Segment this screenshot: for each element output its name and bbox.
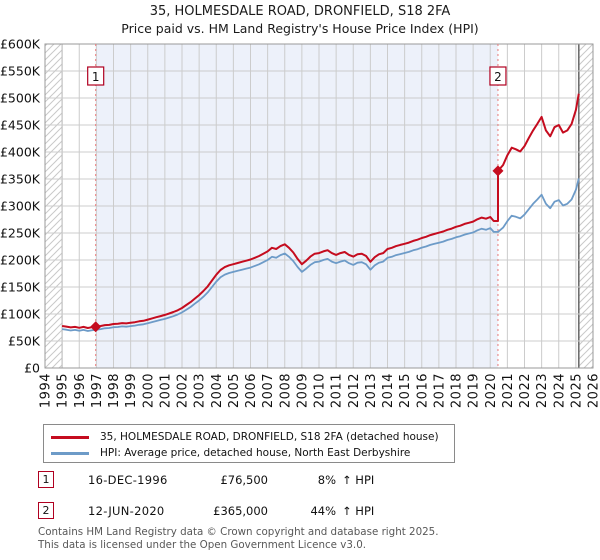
svg-text:2026: 2026 — [587, 373, 600, 408]
svg-text:1997: 1997 — [90, 373, 105, 408]
legend-item-hpi: HPI: Average price, detached house, Nort… — [51, 445, 454, 461]
sale-label-box-2 — [489, 66, 507, 86]
svg-text:1999: 1999 — [124, 373, 139, 408]
transaction-1-hpi-direction: ↑ HPI — [342, 472, 375, 487]
legend-label-property: 35, HOLMESDALE ROAD, DRONFIELD, S18 2FA … — [100, 431, 439, 443]
transaction-row: 2 12-JUN-2020 £365,000 44% ↑ HPI — [38, 502, 578, 519]
svg-text:2004: 2004 — [210, 373, 225, 408]
transaction-2-hpi-change: 44% — [310, 503, 336, 518]
svg-text:2005: 2005 — [227, 373, 242, 408]
transaction-1-badge: 1 — [38, 471, 54, 488]
svg-text:1994: 1994 — [39, 373, 54, 408]
svg-text:£100K: £100K — [0, 307, 41, 322]
svg-text:£400K: £400K — [0, 145, 41, 160]
svg-text:£550K: £550K — [0, 64, 41, 79]
svg-text:2002: 2002 — [176, 373, 191, 408]
footer-line-1: Contains HM Land Registry data © Crown c… — [38, 526, 439, 538]
svg-text:2025: 2025 — [569, 373, 584, 408]
sale-label-2: 2 — [494, 70, 502, 84]
svg-text:£250K: £250K — [0, 226, 41, 241]
svg-text:2011: 2011 — [330, 373, 345, 408]
sale-label-box-1 — [87, 66, 105, 86]
hpi-line-swatch-icon — [51, 451, 89, 455]
footer-line-2: This data is licensed under the Open Gov… — [38, 538, 367, 551]
svg-text:£50K: £50K — [8, 334, 41, 349]
sale-marker-2 — [492, 165, 504, 177]
chart-legend: 35, HOLMESDALE ROAD, DRONFIELD, S18 2FA … — [43, 424, 455, 463]
svg-text:2024: 2024 — [552, 373, 567, 408]
svg-text:2016: 2016 — [415, 373, 430, 408]
legend-label-hpi: HPI: Average price, detached house, Nort… — [100, 447, 411, 459]
transaction-2-price: £365,000 — [213, 503, 268, 518]
x-axis-labels: 1994 1995 1996 1997 1998 1999 2000 2001 2002 2003… — [39, 373, 600, 408]
svg-text:2018: 2018 — [450, 373, 465, 408]
svg-text:1995: 1995 — [56, 373, 71, 408]
svg-text:2014: 2014 — [381, 373, 396, 408]
hpi-line — [61, 178, 580, 332]
transaction-2-date: 12-JUN-2020 — [88, 503, 165, 518]
transaction-row: 1 16-DEC-1996 £76,500 8% ↑ HPI — [38, 471, 578, 488]
y-axis-labels: £0 £50K £100K £150K £200K £250K £300K £350K £400… — [0, 37, 41, 376]
svg-text:£450K: £450K — [0, 118, 41, 133]
svg-text:2007: 2007 — [261, 373, 276, 408]
svg-text:£0: £0 — [24, 361, 40, 376]
transaction-2-badge: 2 — [38, 502, 54, 519]
svg-text:2003: 2003 — [193, 373, 208, 408]
svg-text:2023: 2023 — [535, 373, 550, 408]
svg-text:2019: 2019 — [467, 373, 482, 408]
svg-text:£150K: £150K — [0, 280, 41, 295]
svg-text:2021: 2021 — [501, 373, 516, 408]
svg-text:1998: 1998 — [107, 373, 122, 408]
svg-text:2015: 2015 — [398, 373, 413, 408]
transaction-2-hpi-direction: ↑ HPI — [342, 503, 375, 518]
page-title: 35, HOLMESDALE ROAD, DRONFIELD, S18 2FA — [149, 4, 451, 19]
svg-text:£350K: £350K — [0, 172, 41, 187]
transaction-1-date: 16-DEC-1996 — [88, 472, 168, 487]
price-chart: 1 2 £0 £50K £100K £150K £200K £250K £300K £350K £4… — [0, 37, 600, 409]
svg-text:£300K: £300K — [0, 199, 41, 214]
svg-text:2022: 2022 — [518, 373, 533, 408]
svg-text:£200K: £200K — [0, 253, 41, 268]
transaction-1-price: £76,500 — [220, 472, 268, 487]
sale-label-1: 1 — [92, 70, 100, 84]
svg-text:2010: 2010 — [313, 373, 328, 408]
page-subtitle: Price paid vs. HM Land Registry's House … — [121, 21, 479, 36]
svg-text:£600K: £600K — [0, 37, 41, 52]
svg-text:2017: 2017 — [432, 373, 447, 408]
property-price-line — [61, 93, 580, 329]
svg-text:2012: 2012 — [347, 373, 362, 408]
svg-text:2001: 2001 — [158, 373, 173, 408]
property-line-swatch-icon — [51, 435, 89, 439]
svg-text:2008: 2008 — [278, 373, 293, 408]
svg-text:2009: 2009 — [295, 373, 310, 408]
svg-text:2000: 2000 — [141, 373, 156, 408]
legend-item-property: 35, HOLMESDALE ROAD, DRONFIELD, S18 2FA … — [51, 429, 454, 445]
license-footer: Contains HM Land Registry data © Crown c… — [38, 526, 439, 551]
svg-text:2006: 2006 — [244, 373, 259, 408]
sale-marker-1 — [90, 321, 102, 333]
svg-text:£500K: £500K — [0, 91, 41, 106]
svg-text:2020: 2020 — [484, 373, 499, 408]
svg-text:2013: 2013 — [364, 373, 379, 408]
svg-text:1996: 1996 — [73, 373, 88, 408]
transaction-1-hpi-change: 8% — [317, 472, 336, 487]
